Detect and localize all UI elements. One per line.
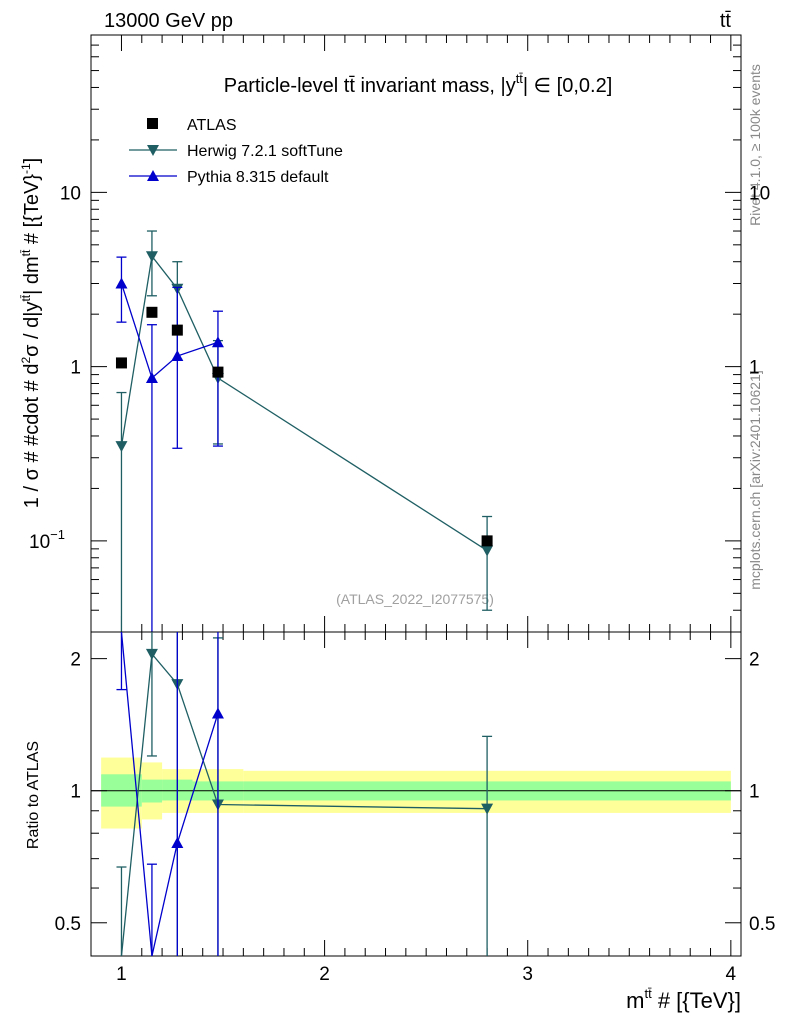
legend: ATLAS Herwig 7.2.1 softTune Pythia 8.315… — [129, 117, 343, 186]
ratio-tick-labels: 0.5 0.5 1 1 2 2 1 2 3 4 — [55, 650, 776, 985]
ratio-y-tick-label-right: 1 — [749, 782, 760, 803]
x-tick-label: 3 — [522, 964, 533, 985]
ratio-y-tick-label-left: 2 — [70, 650, 81, 671]
atlas-marker — [146, 306, 158, 318]
main-data-layer — [115, 230, 494, 632]
pythia-line-main — [120, 283, 219, 380]
analysis-label: (ATLAS_2022_I2077575) — [336, 591, 494, 607]
main-title: Particle-level tt̄ invariant mass, |ytt̄… — [224, 71, 613, 97]
main-y-axis-label: 1 / σ # #cdot # d2σ / d|ytt̄| dmtt̄ # [{… — [19, 158, 43, 508]
pythia-line-ratio — [120, 631, 219, 957]
legend-label-herwig: Herwig 7.2.1 softTune — [187, 143, 343, 160]
ratio-y-tick-label-right: 0.5 — [749, 914, 775, 935]
herwig-marker — [145, 251, 158, 263]
ratio-y-axis-label: Ratio to ATLAS — [25, 741, 42, 849]
herwig-line-main — [120, 254, 488, 552]
ratio-uncertainty-bands — [101, 757, 731, 829]
main-y-tick-label: 1 — [70, 358, 81, 379]
x-tick-label: 4 — [726, 964, 737, 985]
legend-marker-herwig — [147, 145, 159, 156]
main-y-tick-labels: 10−1 1 10 1 10 — [29, 183, 770, 553]
process-label: tt̄ — [720, 10, 732, 32]
pythia-marker — [145, 372, 158, 384]
main-axis-ticks — [91, 34, 741, 633]
atlas-marker — [481, 535, 493, 547]
legend-label-pythia: Pythia 8.315 default — [187, 169, 329, 186]
ratio-y-tick-label-left: 0.5 — [55, 914, 81, 935]
main-y-tick-label-right: 10 — [749, 183, 770, 204]
legend-label-atlas: ATLAS — [187, 117, 237, 134]
pythia-marker — [115, 277, 128, 289]
legend-marker-atlas — [147, 118, 158, 129]
herwig-marker — [115, 441, 128, 453]
main-y-tick-label: 10 — [60, 183, 81, 204]
rivet-label: Rivet 4.1.0, ≥ 100k events — [747, 64, 763, 226]
ratio-panel-frame — [90, 631, 742, 957]
atlas-marker — [171, 324, 183, 336]
energy-label: 13000 GeV pp — [104, 10, 233, 32]
x-tick-label: 1 — [116, 964, 127, 985]
atlas-marker — [115, 357, 127, 369]
pythia-marker — [171, 836, 184, 848]
pythia-marker — [171, 350, 184, 362]
ratio-y-tick-label-left: 1 — [70, 782, 81, 803]
atlas-marker — [212, 366, 224, 378]
pythia-marker — [211, 336, 224, 348]
herwig-marker — [481, 803, 494, 815]
x-axis-label: mtt̄ # [{TeV}] — [626, 986, 741, 1013]
ratio-data-layer — [116, 631, 494, 957]
legend-marker-pythia — [147, 170, 159, 181]
herwig-marker — [145, 648, 158, 660]
ratio-y-tick-label-right: 2 — [749, 650, 760, 671]
x-tick-label: 2 — [319, 964, 330, 985]
pythia-marker — [211, 707, 224, 719]
mcplots-label: mcplots.cern.ch [arXiv:2401.10621] — [747, 370, 763, 589]
main-y-tick-label: 10−1 — [29, 527, 65, 553]
herwig-marker — [481, 545, 494, 557]
main-y-tick-label-right: 1 — [749, 358, 760, 379]
